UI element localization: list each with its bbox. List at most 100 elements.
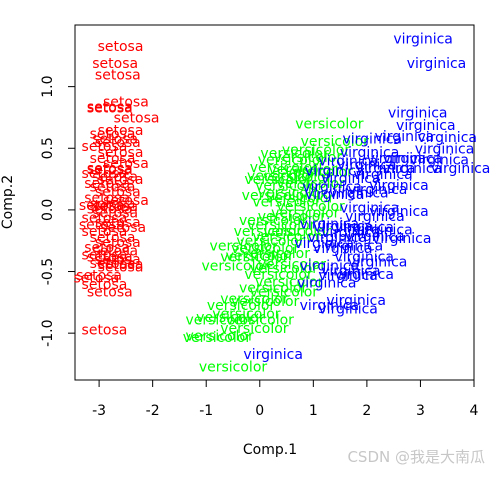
point-label-versicolor: versicolor xyxy=(295,117,364,133)
x-axis: -3 -2 -1 0 1 2 3 4 xyxy=(92,379,479,419)
point-label-versicolor: versicolor xyxy=(207,298,276,314)
point-label-setosa: setosa xyxy=(84,176,130,192)
point-label-versicolor: versicolor xyxy=(252,229,321,245)
point-label-setosa: setosa xyxy=(92,56,138,72)
y-tick-label: -1.0 xyxy=(40,319,56,346)
point-label-setosa: setosa xyxy=(87,101,133,117)
point-label-virginica: virginica xyxy=(345,209,405,225)
point-label-setosa: setosa xyxy=(98,145,144,161)
point-label-versicolor: versicolor xyxy=(239,213,308,229)
point-label-setosa: setosa xyxy=(92,199,138,215)
point-label-setosa: setosa xyxy=(90,126,136,142)
point-label-versicolor: versicolor xyxy=(260,146,329,162)
y-axis: -1.0 -0.5 0.0 0.5 1.0 xyxy=(40,75,76,347)
point-label-virginica: virginica xyxy=(431,161,491,177)
point-label-setosa: setosa xyxy=(103,193,149,209)
point-label-versicolor: versicolor xyxy=(199,359,268,375)
point-label-virginica: virginica xyxy=(334,250,394,266)
point-label-setosa: setosa xyxy=(90,151,136,167)
point-label-setosa: setosa xyxy=(95,215,141,231)
point-label-versicolor: versicolor xyxy=(244,172,313,188)
x-tick-label: 2 xyxy=(362,403,371,419)
point-label-virginica: virginica xyxy=(348,182,408,198)
point-label-virginica: virginica xyxy=(321,263,381,279)
y-tick-label: 0.0 xyxy=(40,199,56,221)
x-tick-label: 1 xyxy=(309,403,318,419)
point-label-setosa: setosa xyxy=(79,198,125,214)
point-label-versicolor: versicolor xyxy=(183,330,252,346)
point-label-virginica: virginica xyxy=(417,130,477,146)
point-label-setosa: setosa xyxy=(92,205,138,221)
point-label-setosa: setosa xyxy=(98,260,144,276)
point-label-setosa: setosa xyxy=(82,210,128,226)
point-label-virginica: virginica xyxy=(313,219,373,235)
point-label-versicolor: versicolor xyxy=(185,329,254,345)
point-label-versicolor: versicolor xyxy=(301,134,370,150)
x-tick-label: 3 xyxy=(416,403,425,419)
point-label-versicolor: versicolor xyxy=(244,267,313,283)
point-label-virginica: virginica xyxy=(313,241,373,257)
point-label-virginica: virginica xyxy=(305,163,365,179)
point-label-versicolor: versicolor xyxy=(255,178,324,194)
point-label-virginica: virginica xyxy=(243,347,303,363)
point-label-versicolor: versicolor xyxy=(210,239,279,255)
point-label-virginica: virginica xyxy=(353,167,413,183)
point-label-virginica: virginica xyxy=(383,161,443,177)
point-label-virginica: virginica xyxy=(356,161,416,177)
point-label-versicolor: versicolor xyxy=(250,160,319,176)
point-label-versicolor: versicolor xyxy=(226,249,295,265)
point-label-versicolor: versicolor xyxy=(185,313,254,329)
point-label-virginica: virginica xyxy=(348,255,408,271)
point-label-setosa: setosa xyxy=(114,110,160,126)
point-label-setosa: setosa xyxy=(92,170,138,186)
point-label-virginica: virginica xyxy=(396,118,456,134)
point-label-setosa: setosa xyxy=(103,94,149,110)
point-label-virginica: virginica xyxy=(326,293,386,309)
point-label-virginica: virginica xyxy=(300,298,360,314)
point-label-setosa: setosa xyxy=(84,191,130,207)
point-label-versicolor: versicolor xyxy=(263,170,332,186)
point-label-versicolor: versicolor xyxy=(234,224,303,240)
point-label-virginica: virginica xyxy=(372,231,432,247)
point-label-versicolor: versicolor xyxy=(220,321,289,337)
point-label-versicolor: versicolor xyxy=(258,257,327,273)
point-label-setosa: setosa xyxy=(87,162,133,178)
point-label-setosa: setosa xyxy=(98,257,144,273)
point-label-virginica: virginica xyxy=(318,268,378,284)
point-label-versicolor: versicolor xyxy=(263,224,332,240)
point-label-versicolor: versicolor xyxy=(250,284,319,300)
point-label-virginica: virginica xyxy=(302,179,362,195)
point-label-setosa: setosa xyxy=(74,271,120,287)
point-label-setosa: setosa xyxy=(98,172,144,188)
point-label-versicolor: versicolor xyxy=(247,168,316,184)
point-label-virginica: virginica xyxy=(321,225,381,241)
watermark-text: CSDN @我是大南瓜 xyxy=(347,448,485,466)
point-label-versicolor: versicolor xyxy=(231,294,300,310)
point-label-setosa: setosa xyxy=(87,202,133,218)
point-label-setosa: setosa xyxy=(90,179,136,195)
point-label-setosa: setosa xyxy=(82,224,128,240)
point-labels-layer: setosasetosasetosasetosasetosasetosaseto… xyxy=(74,32,491,376)
point-label-versicolor: versicolor xyxy=(242,246,311,262)
point-label-setosa: setosa xyxy=(87,284,133,300)
point-label-setosa: setosa xyxy=(87,161,133,177)
point-label-setosa: setosa xyxy=(90,197,136,213)
y-tick-label: 1.0 xyxy=(40,75,56,97)
point-label-versicolor: versicolor xyxy=(274,150,343,166)
point-label-virginica: virginica xyxy=(308,230,368,246)
point-label-setosa: setosa xyxy=(82,166,128,182)
point-label-versicolor: versicolor xyxy=(247,218,316,234)
point-label-versicolor: versicolor xyxy=(250,261,319,277)
point-label-versicolor: versicolor xyxy=(258,152,327,168)
point-label-versicolor: versicolor xyxy=(282,142,351,158)
point-label-setosa: setosa xyxy=(95,67,141,83)
point-label-virginica: virginica xyxy=(300,258,360,274)
point-label-setosa: setosa xyxy=(95,235,141,251)
point-label-setosa: setosa xyxy=(95,252,141,268)
point-label-versicolor: versicolor xyxy=(202,258,271,274)
point-label-setosa: setosa xyxy=(103,156,149,172)
point-label-virginica: virginica xyxy=(324,239,384,255)
point-label-virginica: virginica xyxy=(318,154,378,170)
point-label-setosa: setosa xyxy=(92,244,138,260)
